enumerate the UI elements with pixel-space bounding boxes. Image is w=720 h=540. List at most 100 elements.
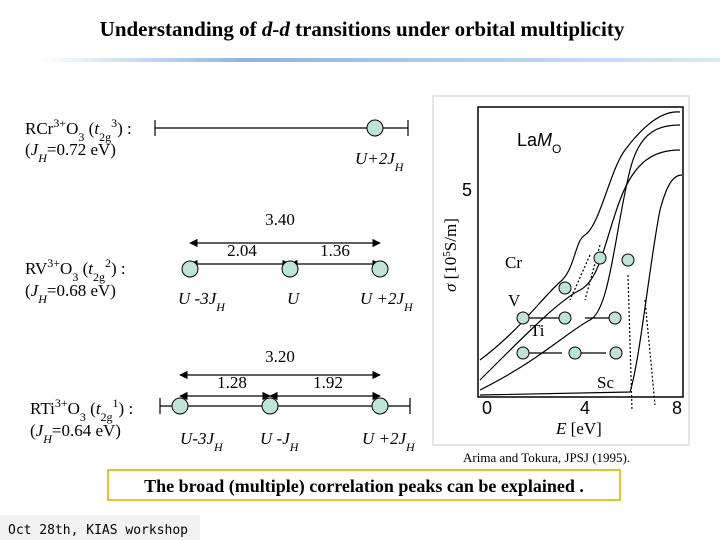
text-part: 2g xyxy=(101,410,113,424)
text-part: M xyxy=(537,130,552,150)
text-part: RCr xyxy=(25,119,54,138)
text-part: ( xyxy=(78,259,88,278)
text-part: 3 xyxy=(78,130,84,144)
title: Understanding of d-d transitions under o… xyxy=(100,17,625,41)
text-part: 2g xyxy=(93,270,105,284)
curve-label: V xyxy=(508,291,521,310)
text-part: t xyxy=(88,259,94,278)
curve xyxy=(479,174,683,396)
text-part: =0.64 eV) xyxy=(52,421,121,440)
text-part: ( xyxy=(25,281,31,300)
shape xyxy=(516,311,530,325)
level xyxy=(281,260,299,278)
text-part: ) : xyxy=(119,399,134,418)
shape xyxy=(627,274,633,411)
text-part: O xyxy=(60,259,72,278)
text-part: ( xyxy=(84,119,94,138)
shape xyxy=(569,254,591,301)
text-part: J xyxy=(36,421,45,440)
text-part: J xyxy=(31,140,40,159)
level-label: U xyxy=(287,289,301,308)
text-part: La xyxy=(517,130,538,150)
text-part: ) : xyxy=(117,119,132,138)
shape xyxy=(621,253,635,267)
text-part: 3+ xyxy=(55,396,68,410)
plot-frame xyxy=(477,106,684,398)
shape xyxy=(593,251,607,265)
shape xyxy=(568,346,582,360)
level-label: U-3JH xyxy=(180,429,224,454)
gap-label: 3.40 xyxy=(265,210,295,229)
level xyxy=(181,260,199,278)
text-part: ) : xyxy=(111,259,126,278)
text-part: H xyxy=(403,300,414,314)
text-part: t xyxy=(94,119,100,138)
row-ti: RTi3+O3 (t2g1) : (JH=0.64 eV) 3.20 1.28 … xyxy=(30,347,416,454)
text-part: [10 xyxy=(441,257,460,284)
x-axis-label: E [eV] xyxy=(555,419,602,438)
text-part: U +2J xyxy=(362,429,407,448)
text-part: S/m] xyxy=(441,218,460,251)
text-part: 2g xyxy=(99,130,111,144)
text-part: RTi xyxy=(30,399,55,418)
level xyxy=(371,260,389,278)
y-axis-label: σ [105S/m] xyxy=(441,218,460,292)
formula: RV3+O3 (t2g2) : xyxy=(25,256,126,284)
text-part: J xyxy=(31,281,40,300)
gap-label: 3.20 xyxy=(265,347,295,366)
shape xyxy=(644,299,656,406)
row-v: RV3+O3 (t2g2) : (JH=0.68 eV) 3.40 2.04 1… xyxy=(25,210,414,314)
figure-frame xyxy=(432,95,690,446)
text-part: ( xyxy=(30,421,36,440)
citation: Arima and Tokura, JPSJ (1995). xyxy=(463,450,630,465)
gap-label: 2.04 xyxy=(227,241,257,260)
level xyxy=(261,397,279,415)
text-part: U +2J xyxy=(360,289,405,308)
text-part: U+2J xyxy=(355,149,396,168)
hund: (JH=0.72 eV) xyxy=(25,140,116,165)
text-part: H xyxy=(215,300,226,314)
text-part: U-3J xyxy=(180,429,215,448)
level xyxy=(366,119,384,137)
curve xyxy=(479,111,681,361)
shape xyxy=(558,281,572,295)
text-part: =0.72 eV) xyxy=(47,140,116,159)
conclusion: The broad (multiple) correlation peaks c… xyxy=(144,476,584,497)
footer: Oct 28th, KIAS workshop xyxy=(8,523,188,538)
text-part: 3 xyxy=(80,410,86,424)
text-part: U -3J xyxy=(178,289,218,308)
curve-label: Sc xyxy=(597,373,614,392)
shape xyxy=(516,346,530,360)
level-label: U +2JH xyxy=(362,429,416,454)
formula: RTi3+O3 (t2g1) : xyxy=(30,396,133,424)
text-part: H xyxy=(213,440,224,454)
shape xyxy=(558,311,572,325)
conclusion-box xyxy=(107,469,621,501)
level xyxy=(371,397,389,415)
x-tick-label: 4 xyxy=(580,398,590,418)
text-part: 2 xyxy=(105,256,111,270)
x-tick-label: 8 xyxy=(672,398,682,418)
text-part: 1 xyxy=(113,396,119,410)
text-part: d-d xyxy=(262,17,290,41)
text-part: transitions under orbital multiplicity xyxy=(290,17,625,41)
curve xyxy=(479,149,681,381)
text-part: H xyxy=(42,432,53,446)
hund: (JH=0.64 eV) xyxy=(30,421,121,446)
figure-title: LaMO xyxy=(517,130,561,156)
curve-label: Ti xyxy=(530,321,545,340)
text-part: H xyxy=(394,160,405,174)
text-part: 3+ xyxy=(53,116,66,130)
x-tick-label: 0 xyxy=(482,398,492,418)
text-part: H xyxy=(37,292,48,306)
text-part: E xyxy=(555,419,567,438)
footer-box xyxy=(0,515,200,540)
text-part: Understanding of xyxy=(100,17,262,41)
gap-label: 1.28 xyxy=(217,373,247,392)
shape xyxy=(609,346,623,360)
level-label: U +2JH xyxy=(360,289,414,314)
text-part: [eV] xyxy=(566,419,601,438)
row-cr: RCr3+O3 (t2g3) : (JH=0.72 eV) U+2JH xyxy=(25,116,409,174)
inset-figure: LaMO σ [105S/m] 5 0 4 8 E [eV] Cr V Ti S… xyxy=(432,95,690,446)
